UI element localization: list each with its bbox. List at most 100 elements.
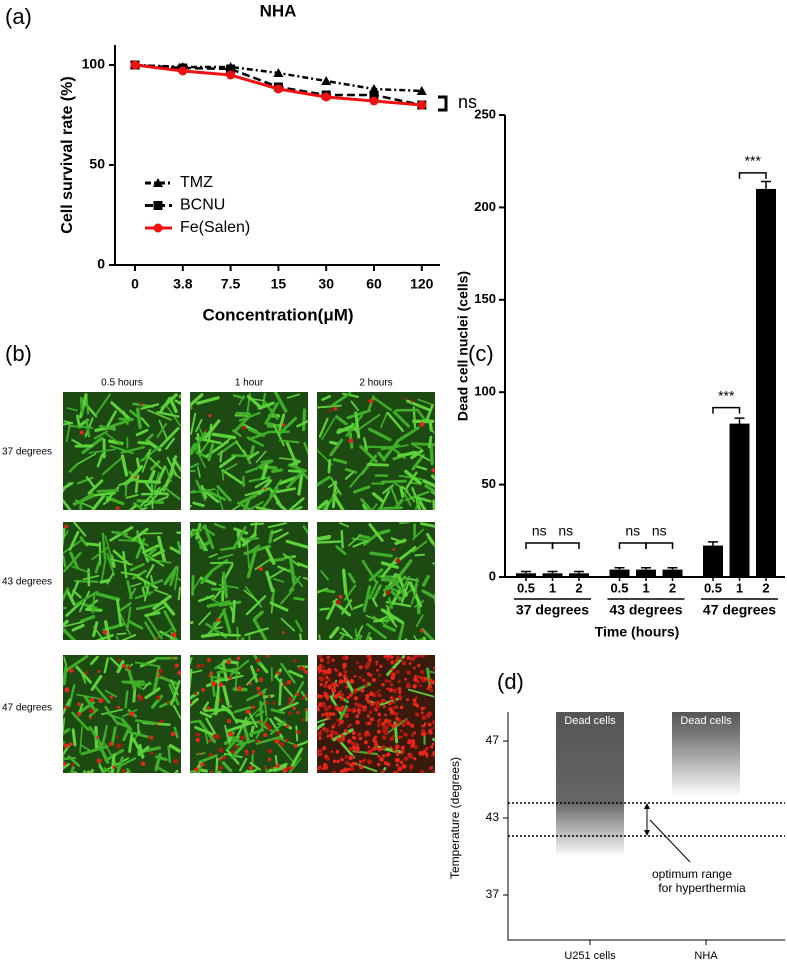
row-label: 37 degrees bbox=[2, 447, 52, 458]
cell bbox=[296, 562, 308, 569]
cell bbox=[139, 658, 157, 668]
nucleus bbox=[292, 706, 296, 711]
cell bbox=[174, 399, 181, 406]
panel-label: (a) bbox=[5, 4, 32, 29]
nucleus bbox=[198, 752, 201, 755]
cell bbox=[63, 762, 70, 770]
nucleus bbox=[212, 733, 218, 739]
cell bbox=[163, 565, 179, 586]
cell bbox=[362, 532, 380, 546]
nucleus bbox=[394, 744, 400, 750]
group-label: 43 degrees bbox=[609, 602, 682, 618]
cell bbox=[190, 528, 194, 538]
nucleus bbox=[368, 710, 373, 714]
nucleus bbox=[338, 679, 344, 685]
cell bbox=[277, 701, 299, 713]
nucleus bbox=[264, 722, 268, 726]
cell bbox=[245, 544, 261, 556]
nucleus bbox=[366, 655, 371, 657]
cell bbox=[72, 494, 95, 506]
nucleus bbox=[342, 655, 347, 661]
nucleus bbox=[267, 727, 271, 731]
cell bbox=[147, 469, 156, 484]
cell bbox=[128, 504, 137, 510]
nucleus bbox=[228, 675, 232, 680]
cell bbox=[71, 439, 82, 446]
cell bbox=[156, 766, 170, 773]
nucleus bbox=[345, 760, 349, 765]
nucleus bbox=[256, 658, 261, 663]
cell bbox=[264, 402, 279, 425]
cell bbox=[145, 547, 157, 558]
cell bbox=[85, 542, 101, 547]
x-tick-label: 0 bbox=[131, 276, 139, 292]
cell bbox=[214, 608, 227, 626]
cell bbox=[173, 726, 179, 739]
nucleus bbox=[328, 408, 332, 412]
cell bbox=[260, 459, 274, 467]
nucleus bbox=[245, 752, 250, 757]
cell bbox=[63, 555, 67, 568]
cell bbox=[65, 601, 82, 617]
nucleus bbox=[115, 506, 120, 510]
cell bbox=[96, 488, 119, 493]
cell bbox=[63, 698, 72, 717]
nucleus bbox=[136, 655, 139, 657]
cell bbox=[111, 530, 128, 536]
cell bbox=[407, 688, 435, 698]
cell bbox=[280, 662, 296, 684]
cell bbox=[380, 411, 388, 429]
nucleus bbox=[401, 722, 406, 727]
cell bbox=[131, 737, 145, 758]
error-bar bbox=[761, 180, 771, 189]
nucleus bbox=[70, 763, 75, 767]
cell bbox=[101, 532, 107, 560]
nucleus bbox=[194, 767, 199, 772]
nucleus bbox=[323, 683, 328, 689]
nucleus bbox=[285, 738, 290, 743]
nucleus bbox=[342, 767, 348, 773]
nucleus bbox=[331, 730, 335, 735]
cell bbox=[200, 631, 224, 638]
cell bbox=[429, 442, 434, 466]
cell bbox=[418, 499, 427, 510]
nucleus bbox=[258, 677, 264, 682]
nucleus bbox=[427, 722, 432, 727]
cell bbox=[156, 422, 168, 439]
y-axis-label: Cell survival rate (%) bbox=[59, 76, 76, 233]
bar bbox=[703, 545, 723, 577]
cell bbox=[336, 424, 354, 435]
cell bbox=[190, 657, 193, 667]
bar bbox=[636, 569, 656, 577]
cell bbox=[331, 772, 334, 773]
nucleus bbox=[366, 681, 370, 685]
cell bbox=[63, 551, 82, 573]
nucleus bbox=[318, 765, 322, 769]
cell bbox=[404, 490, 430, 502]
nucleus bbox=[400, 749, 404, 753]
nucleus bbox=[347, 725, 350, 729]
cell bbox=[233, 415, 251, 433]
y-tick-label: 250 bbox=[474, 106, 496, 121]
nucleus bbox=[323, 764, 327, 767]
cell bbox=[156, 465, 167, 485]
micrograph-bg bbox=[317, 392, 435, 510]
cell bbox=[126, 767, 132, 773]
nucleus bbox=[349, 723, 352, 727]
cell bbox=[375, 528, 391, 536]
cell bbox=[152, 666, 161, 695]
cell bbox=[74, 580, 99, 583]
nucleus bbox=[420, 711, 424, 715]
nucleus bbox=[377, 712, 381, 717]
nucleus bbox=[79, 430, 84, 435]
y-axis-label: Temperature (degrees) bbox=[448, 757, 462, 879]
nucleus bbox=[266, 724, 272, 730]
x-tick-label: 1 bbox=[642, 580, 649, 595]
cell bbox=[99, 578, 111, 584]
cell bbox=[289, 747, 304, 770]
nucleus bbox=[362, 705, 366, 709]
nucleus bbox=[406, 698, 409, 702]
cell bbox=[116, 632, 127, 636]
cell bbox=[218, 455, 236, 469]
nucleus bbox=[397, 718, 402, 723]
